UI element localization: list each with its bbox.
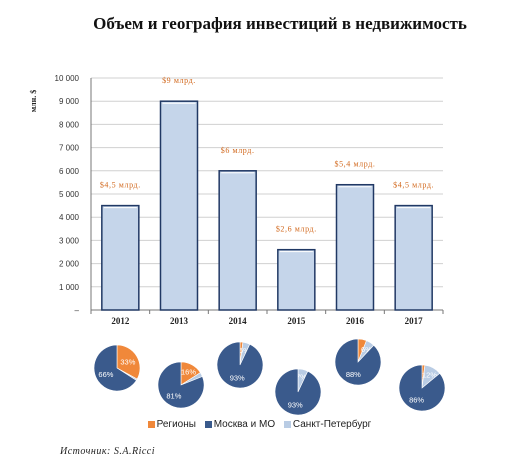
y-axis-label: млн. $: [29, 90, 38, 113]
bar: [218, 170, 257, 311]
bar-data-label: $2,6 млрд.: [276, 225, 317, 234]
pie-slice: [157, 361, 205, 409]
x-tick-label: 2015: [287, 316, 306, 326]
source-note: Источник: S.A.Ricci: [60, 446, 156, 457]
pie-label: 33%: [120, 358, 135, 367]
legend-swatch-spb: [283, 420, 291, 428]
legend-swatch-moscow: [204, 420, 212, 428]
bar-data-label: $4,5 млрд.: [393, 181, 434, 190]
x-tick-label: 2014: [229, 316, 248, 326]
x-tick-label: 2017: [405, 316, 424, 326]
pie-label: 5%: [239, 346, 250, 355]
y-tick-label: 9 000: [59, 97, 80, 106]
legend: Регионы Москва и МО Санкт-Петербург: [0, 419, 519, 430]
x-tick-label: 2012: [111, 316, 130, 326]
bar: [101, 204, 140, 311]
pie-slice: [216, 341, 264, 389]
pie-label: 88%: [346, 370, 361, 379]
pie-slice: [334, 338, 382, 386]
y-tick-label: 2 000: [59, 260, 80, 269]
y-tick-label: 6 000: [59, 167, 80, 176]
pie-slice: [398, 364, 446, 412]
chart-title: Объем и география инвестиций в недвижимо…: [93, 14, 467, 33]
pie-slice: [93, 344, 137, 392]
legend-label-spb: Санкт-Петербург: [292, 419, 372, 430]
y-tick-label: –: [75, 306, 80, 315]
legend-item-moscow: Москва и МО: [204, 419, 276, 430]
y-tick-label: 5 000: [59, 190, 80, 199]
y-tick-label: 4 000: [59, 213, 80, 222]
bar: [277, 248, 316, 311]
y-tick-label: 3 000: [59, 236, 80, 245]
bar: [159, 100, 199, 311]
bar-data-label: $5,4 млрд.: [334, 160, 375, 169]
bar-data-label: $4,5 млрд.: [100, 181, 141, 190]
bar: [335, 183, 375, 311]
pie-label: 12%: [422, 370, 437, 379]
legend-label-moscow: Москва и МО: [213, 419, 276, 430]
legend-swatch-regions: [147, 420, 155, 428]
bar-data-label: $6 млрд.: [221, 146, 255, 155]
pie-label: 66%: [98, 370, 113, 379]
pie-label: 81%: [166, 391, 181, 400]
y-tick-label: 1 000: [59, 283, 80, 292]
pie-label: 93%: [288, 400, 303, 409]
pie-label: 6%: [361, 345, 372, 354]
y-tick-label: 7 000: [59, 144, 80, 153]
investment-chart: – 1 000 2 000 3 000 4 000 5 000 6 000 7 000 8 00…: [29, 74, 446, 416]
pie-label: 93%: [230, 373, 245, 382]
bar-data-label: $9 млрд.: [162, 76, 196, 85]
y-tick-label: 10 000: [55, 74, 80, 83]
legend-item-regions: Регионы: [147, 419, 196, 430]
pie-label: 86%: [409, 395, 424, 404]
legend-label-regions: Регионы: [156, 419, 196, 430]
legend-item-spb: Санкт-Петербург: [283, 419, 372, 430]
pie-slice: [274, 368, 322, 416]
pie-label: 7%: [296, 373, 307, 382]
pie-label: 16%: [181, 367, 196, 376]
x-tick-label: 2016: [346, 316, 365, 326]
y-tick-label: 8 000: [59, 120, 80, 129]
x-tick-label: 2013: [170, 316, 189, 326]
bar: [394, 204, 433, 311]
pie-slice: [116, 344, 141, 380]
